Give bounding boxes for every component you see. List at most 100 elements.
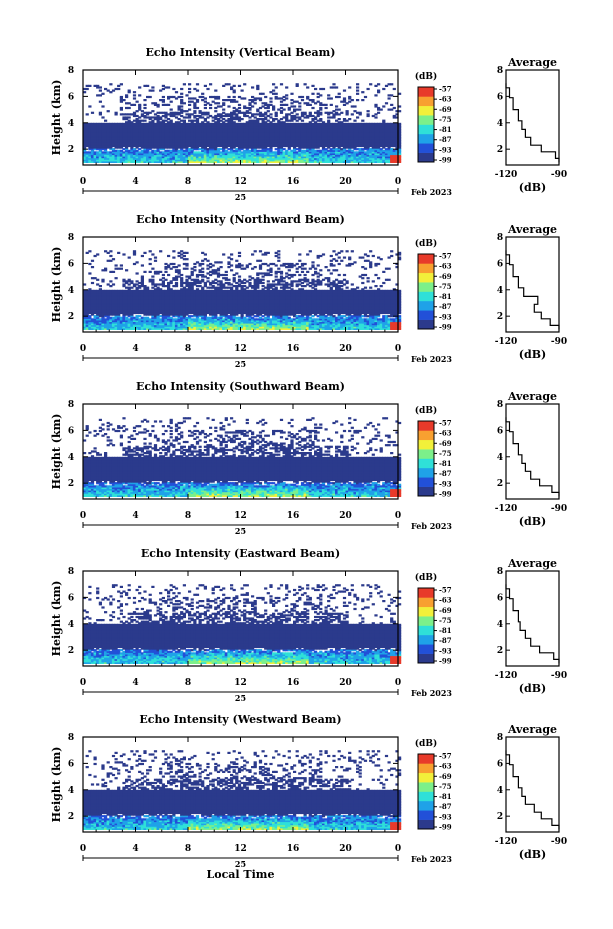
heatmap-cell <box>125 154 129 157</box>
heatmap-cell <box>206 144 210 148</box>
heatmap-cell <box>153 132 158 135</box>
heatmap-cell <box>348 118 352 121</box>
heatmap-cell <box>198 160 202 163</box>
heatmap-cell <box>153 141 158 144</box>
heatmap-cell <box>88 156 92 159</box>
heatmap-cell <box>172 151 176 154</box>
heatmap-cell <box>130 156 134 159</box>
heatmap-cell <box>111 160 116 163</box>
heatmap-cell <box>201 143 205 146</box>
profile-y-tick-label: 6 <box>497 92 503 102</box>
heatmap-cell <box>198 156 202 159</box>
heatmap-cell <box>138 129 142 132</box>
heatmap-cell <box>106 89 110 92</box>
heatmap-cell <box>125 129 129 132</box>
heatmap-cell <box>174 140 179 143</box>
heatmap-cell <box>140 137 144 140</box>
heatmap-cell <box>201 113 205 116</box>
profile-x-tick-label: -90 <box>551 170 567 180</box>
heatmap-cell <box>193 132 197 135</box>
heatmap-cell <box>148 152 152 156</box>
heatmap-cell <box>193 148 197 151</box>
colorbar-segment <box>418 87 434 97</box>
heatmap-cell <box>172 130 176 133</box>
heatmap-cell <box>88 151 92 154</box>
heatmap-cell <box>185 133 189 137</box>
heatmap-cell <box>140 146 144 149</box>
heatmap-cell <box>138 133 142 137</box>
colorbar-tick-label: -57 <box>439 85 452 94</box>
heatmap-cell <box>96 135 100 138</box>
heatmap-cell <box>119 144 123 148</box>
heatmap-cell <box>138 159 142 162</box>
heatmap-cell <box>356 89 360 92</box>
heatmap-cell <box>300 95 305 99</box>
heatmap-cell <box>132 130 137 133</box>
heatmap-cell <box>143 129 147 132</box>
heatmap-cell <box>106 151 110 154</box>
heatmap-cell <box>203 97 207 100</box>
heatmap-cell <box>159 270 163 273</box>
heatmap-cell <box>109 250 113 253</box>
heatmap-cell <box>83 157 87 160</box>
heatmap-cell <box>156 111 160 114</box>
heatmap-cell <box>98 140 102 143</box>
heatmap-cell <box>106 125 110 129</box>
heatmap-cell <box>90 129 95 132</box>
heatmap-cell <box>122 130 126 133</box>
heatmap-cell <box>143 106 147 110</box>
heatmap-cell <box>161 129 165 132</box>
heatmap-cell <box>148 154 152 157</box>
heatmap-cell <box>167 132 171 135</box>
heatmap-cell <box>104 119 108 122</box>
heatmap-cell <box>127 113 131 116</box>
heatmap-cell <box>188 141 192 144</box>
heatmap-cell <box>177 118 181 121</box>
heatmap-cell <box>177 152 181 156</box>
heatmap-cell <box>185 157 189 160</box>
heatmap-cell <box>88 133 92 137</box>
heatmap-cell <box>201 137 205 140</box>
heatmap-cell <box>164 132 168 135</box>
heatmap-cell <box>161 152 165 156</box>
heatmap-cell <box>132 137 137 140</box>
heatmap-cell <box>361 119 365 122</box>
heatmap-cell <box>201 95 205 99</box>
heatmap-cell <box>177 137 181 140</box>
heatmap-cell <box>90 159 95 162</box>
heatmap-cell <box>130 159 134 162</box>
heatmap-cell <box>106 137 110 140</box>
heatmap-cell <box>272 105 276 108</box>
heatmap-cell <box>203 159 207 162</box>
heatmap-cell <box>119 100 123 103</box>
heatmap-cell <box>98 94 102 97</box>
heatmap-cell <box>138 116 142 119</box>
heatmap-cell <box>159 146 163 149</box>
heatmap-cell <box>138 125 142 129</box>
heatmap-cell <box>85 129 89 132</box>
heatmap-cell <box>353 119 357 122</box>
heatmap-cell <box>177 264 181 267</box>
heatmap-cell <box>203 84 207 87</box>
heatmap-cell <box>169 135 173 138</box>
heatmap-cell <box>153 143 158 146</box>
heatmap-cell <box>156 114 160 118</box>
heatmap-cell <box>146 125 150 129</box>
heatmap-cell <box>148 270 152 273</box>
heatmap-cell <box>104 152 108 156</box>
heatmap-cell <box>109 159 113 162</box>
heatmap-cell <box>180 124 184 127</box>
heatmap-cell <box>159 111 163 114</box>
heatmap-cell <box>153 146 158 149</box>
heatmap-cell <box>93 160 97 163</box>
heatmap-cell <box>164 278 168 281</box>
heatmap-cell <box>177 141 181 144</box>
heatmap-cell <box>119 133 123 137</box>
heatmap-cell <box>117 133 121 137</box>
heatmap-cell <box>156 140 160 143</box>
heatmap-cell <box>195 151 200 154</box>
heatmap-cell <box>119 149 123 152</box>
heatmap-cell <box>180 95 184 99</box>
heatmap-cell <box>93 133 97 137</box>
heatmap-cell <box>132 119 137 122</box>
